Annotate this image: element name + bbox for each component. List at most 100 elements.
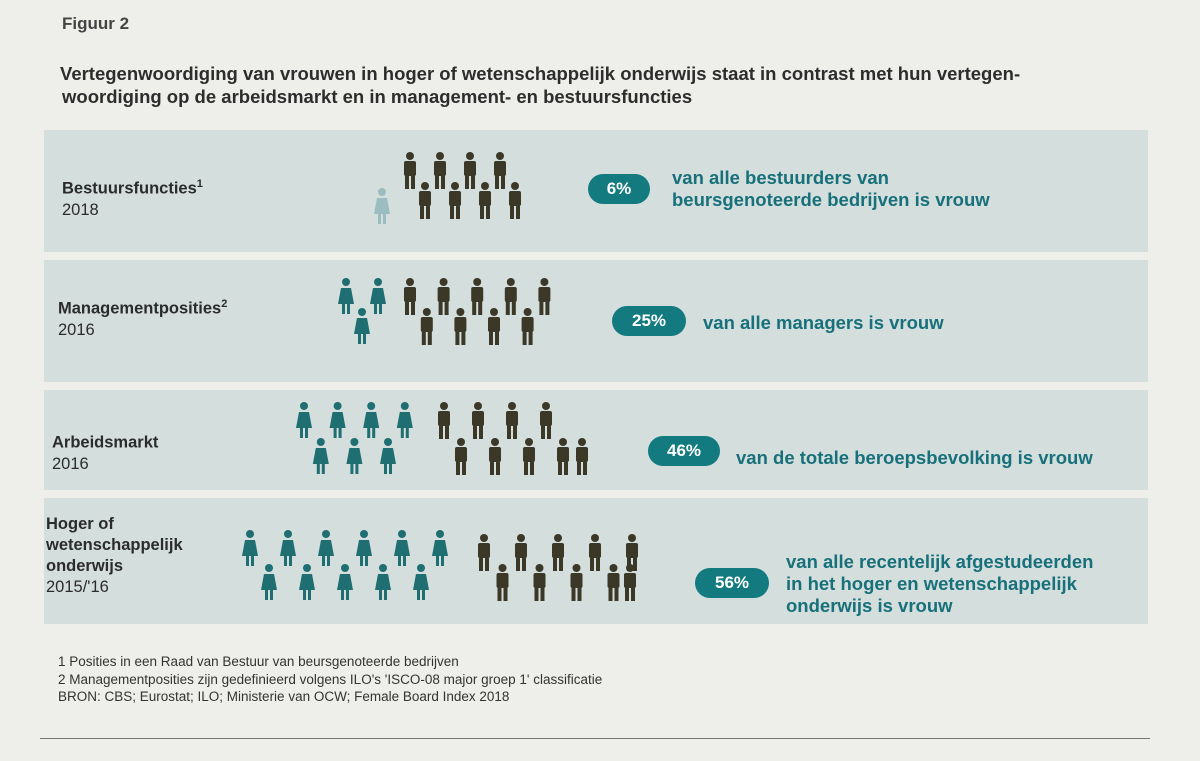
man-icon	[506, 402, 518, 439]
man-icon	[504, 278, 517, 315]
description-managementposities: van alle managers is vrouw	[703, 312, 944, 334]
row-label-hoger-onderwijs: Hoger of wetenschappelijk onderwijs 2015…	[46, 514, 183, 598]
man-icon	[533, 564, 546, 601]
woman-icon	[356, 530, 372, 566]
row-year: 2016	[52, 454, 89, 473]
woman-icon	[318, 530, 334, 566]
row-panel-managementposities	[44, 260, 1148, 382]
row-name: Bestuursfuncties	[62, 179, 197, 198]
woman-icon	[380, 438, 396, 474]
woman-icon	[413, 564, 429, 600]
row-name: Arbeidsmarkt	[52, 433, 159, 452]
value-badge-managementposities: 25%	[612, 306, 686, 336]
man-icon	[626, 534, 638, 571]
value-badge-hoger-onderwijs: 56%	[695, 568, 769, 598]
row-name-line: Hoger of	[46, 515, 114, 533]
footnotes: 1 Posities in een Raad van Bestuur van b…	[58, 653, 602, 706]
figure-label: Figuur 2	[62, 14, 130, 33]
man-icon	[624, 564, 636, 601]
description-line: van alle bestuurders van	[672, 167, 889, 188]
woman-icon	[394, 530, 410, 566]
bottom-rule	[40, 738, 1150, 739]
chart-title-line-1: Vertegenwoordiging van vrouwen in hoger …	[60, 63, 1021, 84]
man-icon	[521, 308, 534, 345]
woman-icon	[370, 278, 386, 314]
pictogram-bestuursfuncties	[374, 152, 521, 224]
man-icon	[438, 402, 450, 439]
man-icon	[454, 308, 467, 345]
row-label-bestuursfuncties: Bestuursfuncties1 2018	[62, 174, 203, 221]
row-name-line: onderwijs	[46, 557, 124, 575]
man-icon	[607, 564, 620, 601]
description-line: van alle managers is vrouw	[703, 312, 944, 333]
man-icon	[570, 564, 583, 601]
woman-icon	[280, 530, 296, 566]
man-icon	[420, 308, 433, 345]
man-icon	[404, 152, 416, 189]
man-icon	[552, 534, 564, 571]
description-line: van alle recentelijk afgestudeerden	[786, 551, 1094, 572]
footnote-2: 2 Managementposities zijn gedefinieerd v…	[58, 671, 603, 687]
man-icon	[471, 278, 484, 315]
row-label-managementposities: Managementposities2 2016	[58, 294, 227, 341]
man-icon	[489, 438, 501, 475]
description-arbeidsmarkt: van de totale beroepsbevolking is vrouw	[736, 447, 1093, 469]
man-icon	[437, 278, 450, 315]
row-year: 2016	[58, 320, 95, 339]
chart-title: Vertegenwoordiging van vrouwen in hoger …	[60, 62, 1150, 108]
chart-title-line-2: woordiging op de arbeidsmarkt en in mana…	[62, 86, 693, 107]
man-icon	[496, 564, 509, 601]
pictogram-managementposities	[338, 278, 551, 345]
man-icon	[515, 534, 527, 571]
woman-icon	[338, 278, 354, 314]
description-line: beursgenoteerde bedrijven is vrouw	[672, 189, 990, 210]
row-label-arbeidsmarkt: Arbeidsmarkt 2016	[52, 428, 158, 475]
man-icon	[494, 152, 506, 189]
woman-icon	[296, 402, 312, 438]
woman-icon	[432, 530, 448, 566]
value-badge-bestuursfuncties: 6%	[588, 174, 650, 204]
woman-icon	[329, 402, 346, 438]
pictogram-hoger-onderwijs	[242, 530, 638, 601]
woman-icon	[396, 402, 413, 438]
woman-icon	[299, 564, 315, 600]
footnote-ref: 2	[221, 298, 228, 310]
woman-icon	[374, 188, 390, 224]
row-name-line: wetenschappelijk	[46, 536, 183, 554]
man-icon	[538, 278, 551, 315]
row-name: Managementposities	[58, 299, 222, 318]
man-icon	[478, 534, 490, 571]
man-icon	[523, 438, 535, 475]
row-year: 2018	[62, 200, 99, 219]
source-line: BRON: CBS; Eurostat; ILO; Ministerie van…	[58, 689, 510, 704]
woman-icon	[261, 564, 277, 600]
man-icon	[479, 182, 491, 219]
man-icon	[455, 438, 467, 475]
woman-icon	[354, 308, 370, 344]
woman-icon	[346, 438, 363, 474]
footnote-ref: 1	[196, 178, 203, 190]
woman-icon	[337, 564, 353, 600]
row-panel-arbeidsmarkt	[44, 390, 1148, 490]
woman-icon	[375, 564, 391, 600]
woman-icon	[312, 438, 329, 474]
man-icon	[404, 278, 416, 315]
footnote-1: 1 Posities in een Raad van Bestuur van b…	[58, 654, 459, 669]
man-icon	[557, 438, 569, 475]
man-icon	[589, 534, 601, 571]
row-year: 2015/'16	[46, 578, 109, 596]
man-icon	[576, 438, 588, 475]
description-line: in het hoger en wetenschappelijk	[786, 573, 1077, 594]
woman-icon	[363, 402, 380, 438]
description-line: van de totale beroepsbevolking is vrouw	[736, 447, 1093, 468]
man-icon	[449, 182, 461, 219]
man-icon	[488, 308, 500, 345]
description-hoger-onderwijs: van alle recentelijk afgestudeerden in h…	[786, 551, 1093, 617]
man-icon	[464, 152, 476, 189]
value-badge-arbeidsmarkt: 46%	[648, 436, 720, 466]
description-line: onderwijs is vrouw	[786, 595, 953, 616]
man-icon	[472, 402, 484, 439]
man-icon	[540, 402, 552, 439]
man-icon	[434, 152, 446, 189]
pictogram-arbeidsmarkt	[296, 402, 588, 475]
